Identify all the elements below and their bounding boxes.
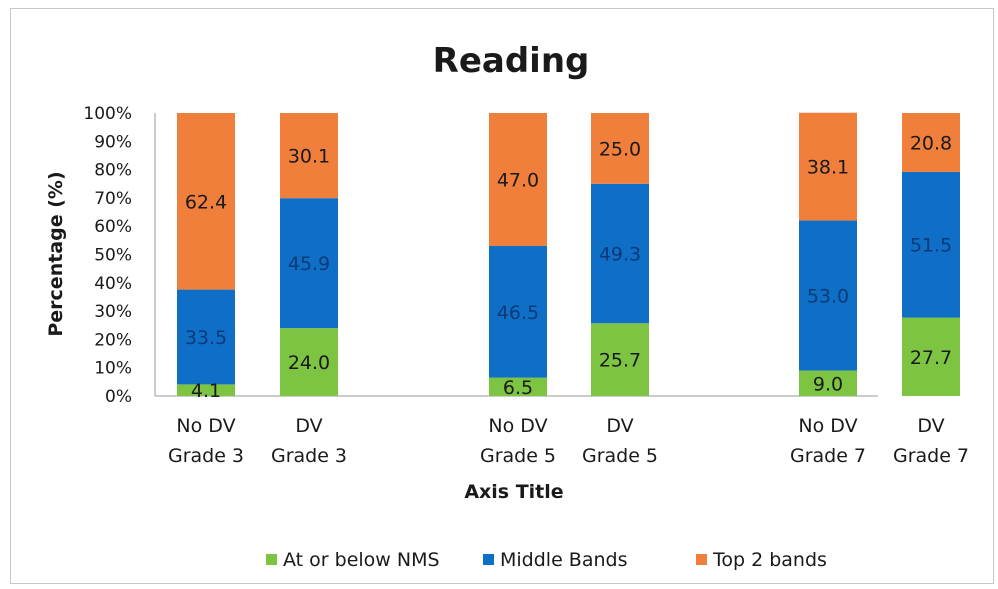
bar-segment bbox=[280, 113, 338, 199]
y-tick-label: 10% bbox=[94, 359, 132, 379]
x-category-label: No DV bbox=[176, 415, 235, 437]
y-axis-title: Percentage (%) bbox=[45, 171, 67, 336]
bar-segment bbox=[902, 113, 960, 172]
x-category-label: Grade 3 bbox=[168, 445, 244, 467]
x-category-label: DV bbox=[606, 415, 633, 437]
data-label: 25.7 bbox=[599, 350, 641, 372]
x-category-label: Grade 7 bbox=[790, 445, 866, 467]
bar-segment bbox=[177, 384, 235, 396]
legend-label: Middle Bands bbox=[500, 549, 627, 571]
bar-segment bbox=[591, 183, 649, 324]
data-label: 33.5 bbox=[185, 327, 227, 349]
x-category-label: No DV bbox=[488, 415, 547, 437]
bar-segment bbox=[177, 289, 235, 385]
data-label: 47.0 bbox=[497, 170, 539, 192]
legend-swatch bbox=[696, 554, 707, 565]
x-category-label: Grade 3 bbox=[271, 445, 347, 467]
x-category-label: Grade 7 bbox=[893, 445, 969, 467]
data-label: 51.5 bbox=[910, 235, 952, 257]
data-label: 25.0 bbox=[599, 138, 641, 160]
y-tick-label: 60% bbox=[94, 217, 132, 237]
bar-segment bbox=[489, 113, 547, 247]
data-label: 24.0 bbox=[288, 352, 330, 374]
bars: 4.1 33.5 62.4 24.0 45.9 30.1 6.5 46.5 47.0 25.7 49… bbox=[177, 112, 960, 402]
bar-segment bbox=[799, 112, 857, 221]
data-label: 62.4 bbox=[185, 191, 227, 213]
legend-swatch bbox=[483, 554, 494, 565]
x-category-label: No DV bbox=[798, 415, 857, 437]
data-label: 6.5 bbox=[503, 377, 533, 399]
bar-segment bbox=[799, 370, 857, 396]
data-label: 38.1 bbox=[807, 157, 849, 179]
bar-segment bbox=[902, 317, 960, 396]
y-tick-label: 100% bbox=[83, 104, 132, 124]
legend-label: At or below NMS bbox=[283, 549, 440, 571]
data-label: 20.8 bbox=[910, 132, 952, 154]
legend-swatch bbox=[266, 554, 277, 565]
legend: At or below NMS Middle Bands Top 2 bands bbox=[266, 549, 827, 571]
data-label: 9.0 bbox=[813, 373, 843, 395]
data-label: 49.3 bbox=[599, 244, 641, 266]
x-axis-title: Axis Title bbox=[464, 481, 563, 503]
x-category-label: Grade 5 bbox=[582, 445, 658, 467]
bar-segment bbox=[591, 323, 649, 396]
bar-segment bbox=[177, 113, 235, 290]
x-category-label: DV bbox=[295, 415, 322, 437]
bar-segment bbox=[799, 220, 857, 371]
y-tick-label: 40% bbox=[94, 274, 132, 294]
x-axis-categories: No DV Grade 3 DV Grade 3 No DV Grade 5 DV Grade… bbox=[168, 415, 969, 467]
chart-title: Reading bbox=[433, 41, 590, 81]
legend-label: Top 2 bands bbox=[712, 549, 827, 571]
bar-segment bbox=[591, 113, 649, 184]
y-tick-label: 70% bbox=[94, 189, 132, 209]
y-tick-label: 0% bbox=[105, 387, 132, 407]
y-tick-label: 90% bbox=[94, 132, 132, 152]
data-label: 27.7 bbox=[910, 347, 952, 369]
x-category-label: Grade 5 bbox=[480, 445, 556, 467]
data-label: 30.1 bbox=[288, 146, 330, 168]
x-category-label: DV bbox=[917, 415, 944, 437]
data-label: 53.0 bbox=[807, 286, 849, 308]
data-label: 4.1 bbox=[191, 380, 221, 402]
y-tick-label: 50% bbox=[94, 246, 132, 266]
data-label: 46.5 bbox=[497, 302, 539, 324]
y-axis-ticks: 0% 10% 20% 30% 40% 50% 60% 70% 80% 90% 100% bbox=[83, 104, 132, 407]
bar-segment bbox=[489, 377, 547, 396]
y-tick-label: 80% bbox=[94, 161, 132, 181]
bar-segment bbox=[489, 246, 547, 378]
bar-segment bbox=[902, 171, 960, 318]
bar-segment bbox=[280, 198, 338, 329]
bar-segment bbox=[280, 328, 338, 396]
y-tick-label: 30% bbox=[94, 302, 132, 322]
y-tick-label: 20% bbox=[94, 330, 132, 350]
data-label: 45.9 bbox=[288, 253, 330, 275]
